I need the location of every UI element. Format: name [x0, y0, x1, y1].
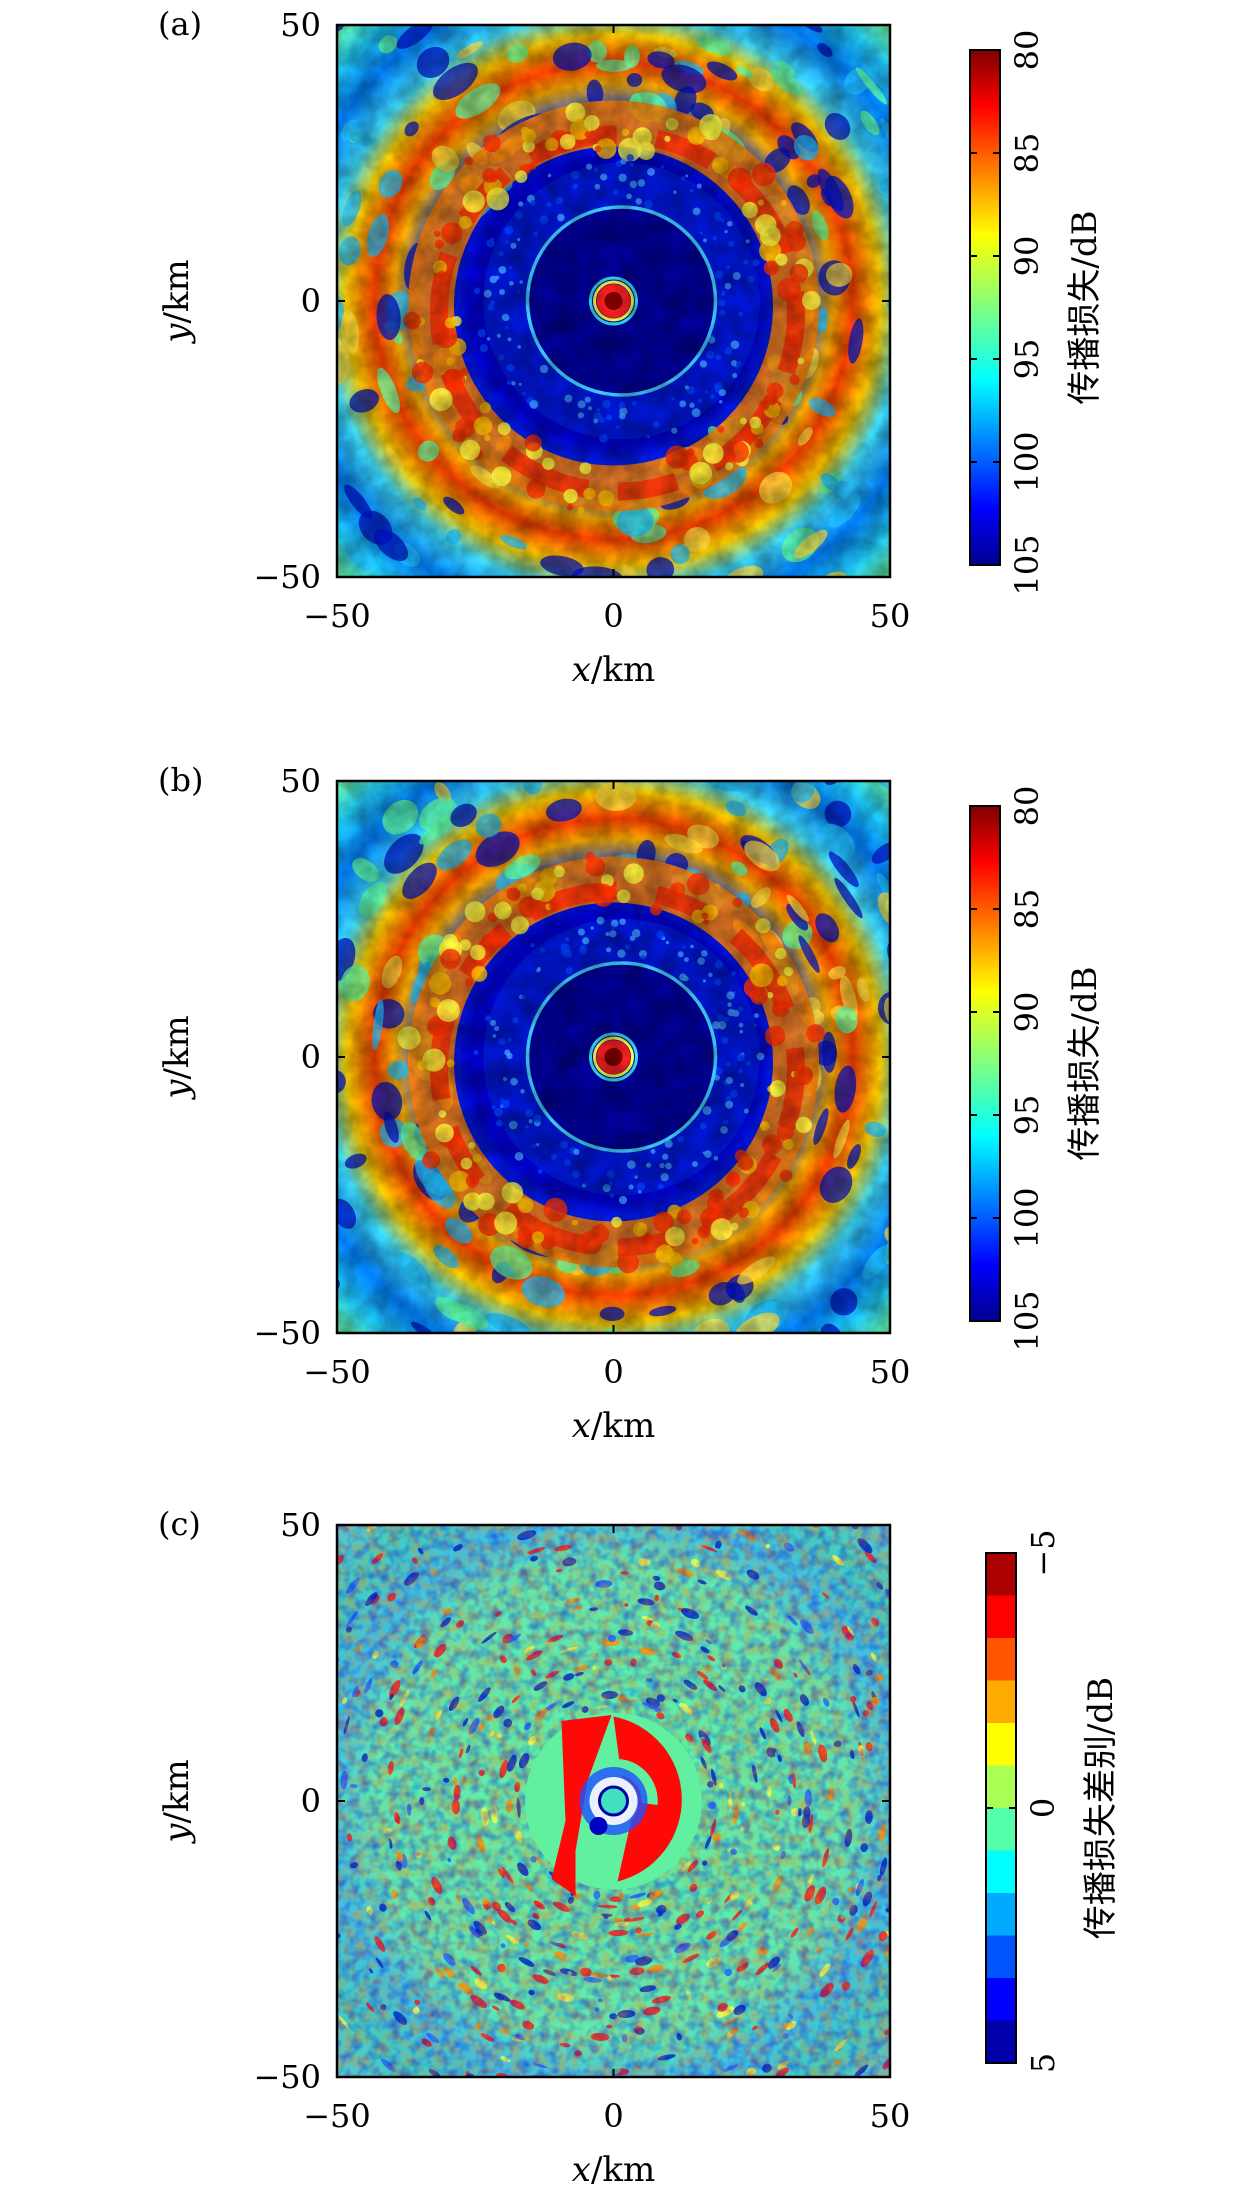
panel-1: −50−50 0 0 50 50 x/km y/km (b) 80 85 90 95 100 105 传播损…	[157, 761, 1105, 1446]
colorbar-step	[986, 1850, 1016, 1894]
x-tick-label: −50	[303, 2097, 371, 2135]
colorbar-tick-label: 95	[1008, 339, 1046, 380]
x-axis-label: x/km	[572, 2150, 656, 2190]
colorbar-step	[986, 1808, 1016, 1851]
panel-label: (c)	[158, 1505, 201, 1543]
heatmap-image	[337, 25, 890, 577]
y-tick-label: 0	[301, 1782, 321, 1820]
colorbar-step	[986, 1638, 1016, 1681]
y-axis-label: y/km	[157, 1015, 197, 1101]
x-tick-label: 0	[603, 2097, 623, 2135]
colorbar-step	[986, 1595, 1016, 1639]
colorbar-step	[986, 1978, 1016, 2021]
x-tick-label: 0	[603, 597, 623, 635]
heatmap-image	[337, 781, 890, 1333]
colorbar-tick-label: 80	[1008, 786, 1046, 827]
colorbar-step	[986, 1723, 1016, 1766]
x-tick-label: 0	[603, 1353, 623, 1391]
colorbar-tick-label: 105	[1008, 1290, 1046, 1351]
colorbar-step	[986, 1553, 1016, 1596]
y-tick-label: −50	[253, 1314, 321, 1352]
colorbar: 80 85 90 95 100 105 传播损失/dB	[969, 30, 1105, 596]
x-tick-label: −50	[303, 1353, 371, 1391]
colorbar-tick-label: 100	[1008, 431, 1046, 492]
x-tick-label: 50	[870, 597, 911, 635]
colorbar-tick-label: 0	[1024, 1798, 1062, 1818]
heatmap-image	[337, 1525, 890, 2077]
colorbar-step	[986, 1935, 1016, 1979]
colorbar-tick-label: 85	[1008, 133, 1046, 174]
x-tick-label: 50	[870, 2097, 911, 2135]
x-axis-label: x/km	[572, 650, 656, 690]
colorbar-label: 传播损失差别/dB	[1081, 1677, 1121, 1939]
y-tick-label: 50	[280, 6, 321, 44]
colorbar-step	[986, 1765, 1016, 1809]
panel-label: (a)	[158, 5, 202, 43]
colorbar-tick-label: −5	[1024, 1529, 1062, 1576]
colorbar-tick-label: 90	[1008, 992, 1046, 1033]
y-axis-label: y/km	[157, 259, 197, 345]
colorbar-tick-label: 100	[1008, 1187, 1046, 1248]
colorbar-step	[986, 2020, 1016, 2064]
colorbar-tick-label: 105	[1008, 534, 1046, 595]
colorbar-label: 传播损失/dB	[1065, 966, 1105, 1160]
colorbar-tick-label: 90	[1008, 236, 1046, 277]
colorbar-step	[986, 1680, 1016, 1724]
x-tick-label: −50	[303, 597, 371, 635]
y-tick-label: 0	[301, 282, 321, 320]
colorbar-tick-label: 5	[1024, 2053, 1062, 2073]
colorbar-tick-label: 95	[1008, 1095, 1046, 1136]
y-axis-label: y/km	[157, 1759, 197, 1845]
colorbar-tick-label: 80	[1008, 30, 1046, 71]
x-tick-label: 50	[870, 1353, 911, 1391]
colorbar-label: 传播损失/dB	[1065, 210, 1105, 404]
y-tick-label: 0	[301, 1038, 321, 1076]
colorbar-step	[986, 1893, 1016, 1936]
colorbar: 80 85 90 95 100 105 传播损失/dB	[969, 786, 1105, 1352]
panel-0: −50−50 0 0 50 50 x/km y/km (a) 80 85 90 95 100 105 传播损…	[157, 5, 1105, 690]
x-axis-label: x/km	[572, 1406, 656, 1446]
y-tick-label: −50	[253, 558, 321, 596]
colorbar: −5 0 5 传播损失差别/dB	[985, 1529, 1121, 2073]
y-tick-label: −50	[253, 2058, 321, 2096]
y-tick-label: 50	[280, 762, 321, 800]
panel-label: (b)	[158, 761, 203, 799]
colorbar-tick-label: 85	[1008, 889, 1046, 930]
y-tick-label: 50	[280, 1506, 321, 1544]
